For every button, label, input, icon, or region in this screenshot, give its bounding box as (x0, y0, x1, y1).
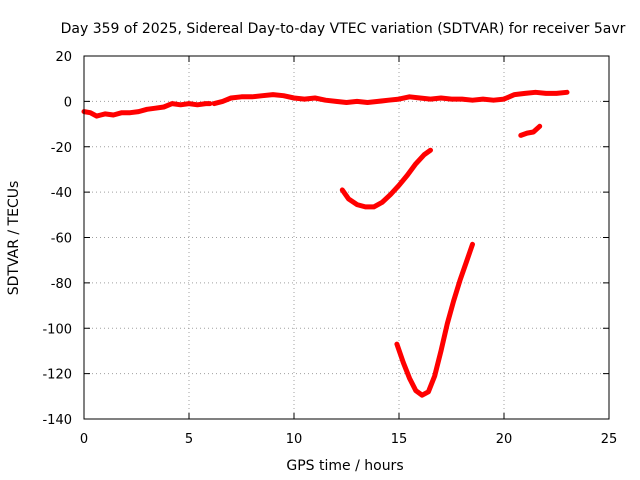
axis-ticks: 0 5 10 15 20 25 20 0 -20 -40 -60 -80 -100 -120 -140 (42, 50, 617, 447)
y-tick-label: -60 (51, 232, 72, 247)
y-tick-label: 20 (55, 50, 72, 65)
y-tick-label: -20 (51, 141, 72, 156)
x-tick-label: 15 (391, 432, 408, 447)
x-tick-label: 0 (80, 432, 88, 447)
y-axis-label: SDTVAR / TECUs (6, 181, 22, 296)
x-tick-label: 5 (185, 432, 193, 447)
y-tick-label: -140 (42, 413, 72, 428)
chart-title: Day 359 of 2025, Sidereal Day-to-day VTE… (61, 21, 626, 37)
y-tick-label: -100 (42, 322, 72, 337)
x-tick-label: 20 (496, 432, 513, 447)
y-tick-label: 0 (64, 95, 72, 110)
series-line-5 (394, 241, 475, 398)
grid-lines (84, 56, 609, 419)
series-line-3 (518, 123, 543, 138)
series-line-4 (339, 147, 433, 210)
series-line-1 (81, 101, 213, 119)
y-tick-label: -80 (51, 277, 72, 292)
data-series (81, 89, 570, 398)
x-axis-label: GPS time / hours (286, 458, 403, 474)
x-tick-label: 25 (601, 432, 618, 447)
x-tick-label: 10 (286, 432, 303, 447)
series-line-2 (211, 89, 570, 107)
y-tick-label: -120 (42, 368, 72, 383)
y-tick-label: -40 (51, 186, 72, 201)
